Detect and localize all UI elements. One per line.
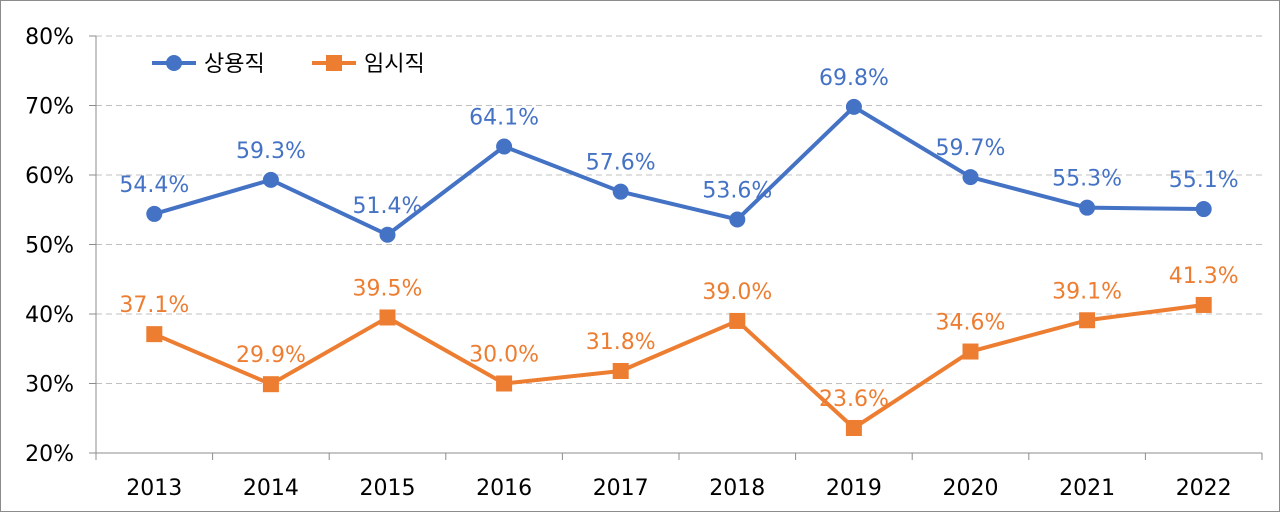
x-tick-label: 2014: [243, 476, 299, 501]
data-label: 53.6%: [702, 178, 772, 203]
x-tick-label: 2015: [360, 476, 416, 501]
series-group: 54.4% 59.3% 51.4% 64.1% 57.6% 53.6% 69.8% 59.7%…: [119, 66, 1239, 436]
data-point: [146, 205, 163, 222]
data-point: [729, 312, 746, 329]
legend-label: 상용직: [204, 52, 265, 77]
data-label: 54.4%: [119, 173, 189, 198]
data-point: [962, 343, 979, 360]
data-point: [1079, 199, 1096, 216]
data-label: 34.6%: [936, 311, 1006, 336]
gridlines: [96, 35, 1262, 384]
y-tick-label: 30%: [25, 373, 74, 398]
data-label: 41.3%: [1169, 264, 1239, 289]
data-label: 30.0%: [469, 343, 539, 368]
x-tick-label: 2016: [476, 476, 532, 501]
series-line: [153, 302, 1204, 430]
data-label: 37.1%: [119, 293, 189, 318]
y-tick-label: 60%: [25, 164, 74, 189]
data-point: [612, 183, 629, 200]
data-label: 23.6%: [819, 387, 889, 412]
data-label: 55.1%: [1169, 168, 1239, 193]
data-point: [262, 171, 279, 188]
data-point: [379, 226, 396, 243]
legend: 상용직 임시직: [152, 52, 425, 77]
data-label: 39.5%: [353, 276, 423, 301]
data-label: 31.8%: [586, 330, 656, 355]
data-point: [262, 376, 279, 393]
axes: [89, 35, 1263, 460]
data-point: [496, 375, 513, 392]
x-tick-label: 2020: [943, 476, 999, 501]
x-tick-label: 2019: [826, 476, 882, 501]
legend-label: 임시직: [364, 52, 425, 77]
x-tick-label: 2017: [593, 476, 649, 501]
data-point: [729, 211, 746, 228]
y-tick-label: 70%: [25, 95, 74, 120]
legend-item-2: 임시직: [312, 52, 425, 77]
data-label: 59.3%: [236, 139, 306, 164]
data-label: 39.0%: [702, 280, 772, 305]
data-point: [845, 98, 862, 115]
x-tick-label: 2018: [709, 476, 765, 501]
series-line: [153, 104, 1204, 237]
series-1: 54.4% 59.3% 51.4% 64.1% 57.6% 53.6% 69.8% 59.7%…: [119, 66, 1239, 243]
data-label: 39.1%: [1052, 279, 1122, 304]
data-point: [496, 138, 513, 155]
data-label: 69.8%: [819, 66, 889, 91]
data-point: [1079, 312, 1096, 329]
y-tick-label: 40%: [25, 303, 74, 328]
legend-marker: [166, 55, 182, 71]
y-tick-label: 80%: [25, 25, 74, 50]
data-point: [379, 309, 396, 326]
x-tick-label: 2022: [1176, 476, 1232, 501]
data-label: 55.3%: [1052, 167, 1122, 192]
data-label: 59.7%: [936, 136, 1006, 161]
data-point: [1195, 296, 1212, 313]
x-axis-ticks: 2013 2014 2015 2016 2017 2018 2019 2020 2021 2022: [126, 476, 1231, 501]
data-point: [962, 169, 979, 186]
y-tick-label: 20%: [25, 442, 74, 467]
x-tick-label: 2021: [1059, 476, 1115, 501]
data-label: 29.9%: [236, 343, 306, 368]
y-axis-ticks: 20% 30% 40% 50% 60% 70% 80%: [25, 25, 74, 467]
data-label: 51.4%: [353, 194, 423, 219]
data-point: [146, 326, 163, 343]
data-label: 64.1%: [469, 106, 539, 131]
data-point: [1195, 201, 1212, 218]
data-point: [845, 419, 862, 436]
x-tick-label: 2013: [126, 476, 182, 501]
data-point: [612, 362, 629, 379]
y-tick-label: 50%: [25, 234, 74, 259]
series-2: 37.1% 29.9% 39.5% 30.0% 31.8% 39.0% 23.6% 34.6%…: [119, 264, 1239, 436]
legend-item-1: 상용직: [152, 52, 265, 77]
legend-marker: [326, 55, 342, 71]
data-label: 57.6%: [586, 151, 656, 176]
